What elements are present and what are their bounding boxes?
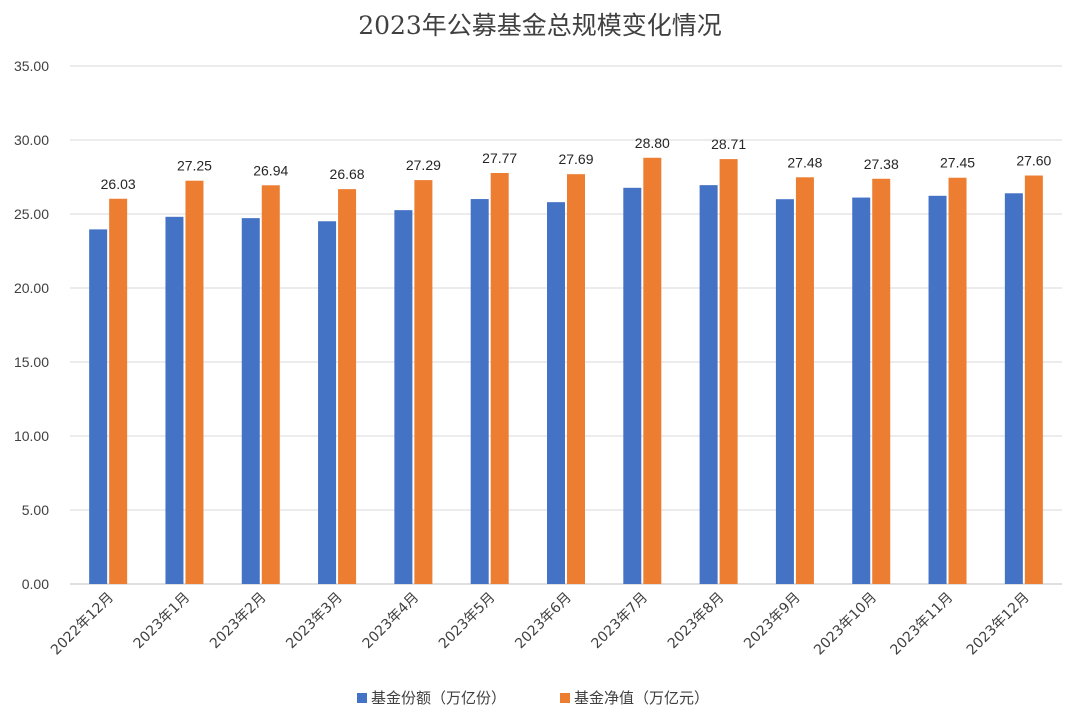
data-label: 28.71 [711, 136, 746, 152]
bar-series-0 [394, 210, 413, 585]
bar-series-0 [623, 187, 642, 584]
x-tick-label: 2023年11月 [887, 590, 956, 659]
chart-title: 2023年公募基金总规模变化情况 [358, 11, 722, 40]
x-tick-label: 2023年2月 [207, 590, 270, 653]
y-tick-label: 35.00 [14, 58, 49, 74]
data-label: 27.45 [940, 155, 975, 171]
data-label: 28.80 [635, 135, 670, 151]
y-axis-ticks: 0.00 5.00 10.00 15.00 20.00 25.00 30.00 35.00 [14, 58, 49, 592]
bar-series-0 [928, 195, 947, 584]
bar-series-0 [775, 199, 794, 584]
x-tick-label: 2023年8月 [665, 590, 728, 653]
bar-series-1 [261, 185, 280, 584]
legend-label: 基金份额（万亿份） [371, 689, 506, 707]
data-label: 27.77 [482, 150, 517, 166]
bar-series-1 [1024, 175, 1043, 584]
bar-series-1 [185, 180, 204, 584]
legend-label: 基金净值（万亿元） [574, 689, 709, 707]
bar-series-1 [414, 180, 433, 584]
y-tick-label: 25.00 [14, 206, 49, 222]
y-tick-label: 10.00 [14, 428, 49, 444]
bar-series-1 [795, 177, 814, 584]
y-tick-label: 5.00 [22, 502, 49, 518]
bar-series-0 [699, 185, 718, 584]
bar-series-0 [547, 202, 565, 584]
legend-swatch [357, 693, 367, 703]
bar-series-1 [948, 177, 967, 585]
data-label: 26.94 [253, 162, 288, 178]
x-tick-label: 2023年5月 [436, 590, 499, 653]
y-tick-label: 20.00 [14, 280, 49, 296]
data-label: 27.38 [864, 156, 899, 172]
y-tick-label: 0.00 [22, 576, 49, 592]
bar-series-1 [109, 198, 128, 585]
gridlines [70, 65, 1062, 585]
legend-swatch [560, 693, 570, 703]
bar-series-1 [719, 159, 738, 585]
data-label: 27.25 [177, 158, 212, 174]
y-tick-label: 30.00 [14, 132, 49, 148]
x-tick-label: 2023年10月 [811, 590, 880, 659]
data-labels: 26.03 27.25 26.94 26.68 27.29 27.77 27.69 28.80… [101, 135, 1052, 192]
data-label: 27.29 [406, 157, 441, 173]
data-label: 26.68 [330, 166, 365, 182]
bar-series-1 [872, 178, 891, 584]
bar-series-1 [643, 157, 662, 584]
data-label: 27.60 [1016, 153, 1051, 169]
bar-series-1 [338, 189, 357, 585]
x-tick-label: 2022年12月 [48, 590, 117, 659]
x-tick-label: 2023年4月 [360, 590, 423, 653]
bar-series-1 [490, 173, 509, 584]
data-label: 27.69 [558, 151, 593, 167]
x-axis-ticks: 2022年12月 2023年1月 2023年2月 2023年3月 2023年4月 2023… [48, 590, 1033, 659]
x-tick-label: 2023年12月 [964, 590, 1033, 659]
x-tick-label: 2023年3月 [283, 590, 346, 653]
legend: 基金份额（万亿份） 基金净值（万亿元） [357, 689, 709, 707]
data-label: 27.48 [787, 154, 822, 170]
bar-series-0 [470, 199, 489, 584]
x-tick-label: 2023年9月 [741, 590, 804, 653]
data-label: 26.03 [101, 176, 136, 192]
bar-series-0 [852, 197, 871, 584]
bar-series-0 [165, 216, 184, 584]
bars [89, 157, 1043, 585]
bar-series-0 [241, 218, 260, 585]
bar-series-1 [567, 174, 585, 585]
x-tick-label: 2023年6月 [512, 590, 575, 653]
bar-series-0 [318, 221, 337, 584]
bar-series-0 [89, 229, 108, 584]
y-tick-label: 15.00 [14, 354, 49, 370]
x-tick-label: 2023年1月 [131, 590, 194, 653]
bar-series-0 [1004, 193, 1023, 584]
x-tick-label: 2023年7月 [589, 590, 652, 653]
